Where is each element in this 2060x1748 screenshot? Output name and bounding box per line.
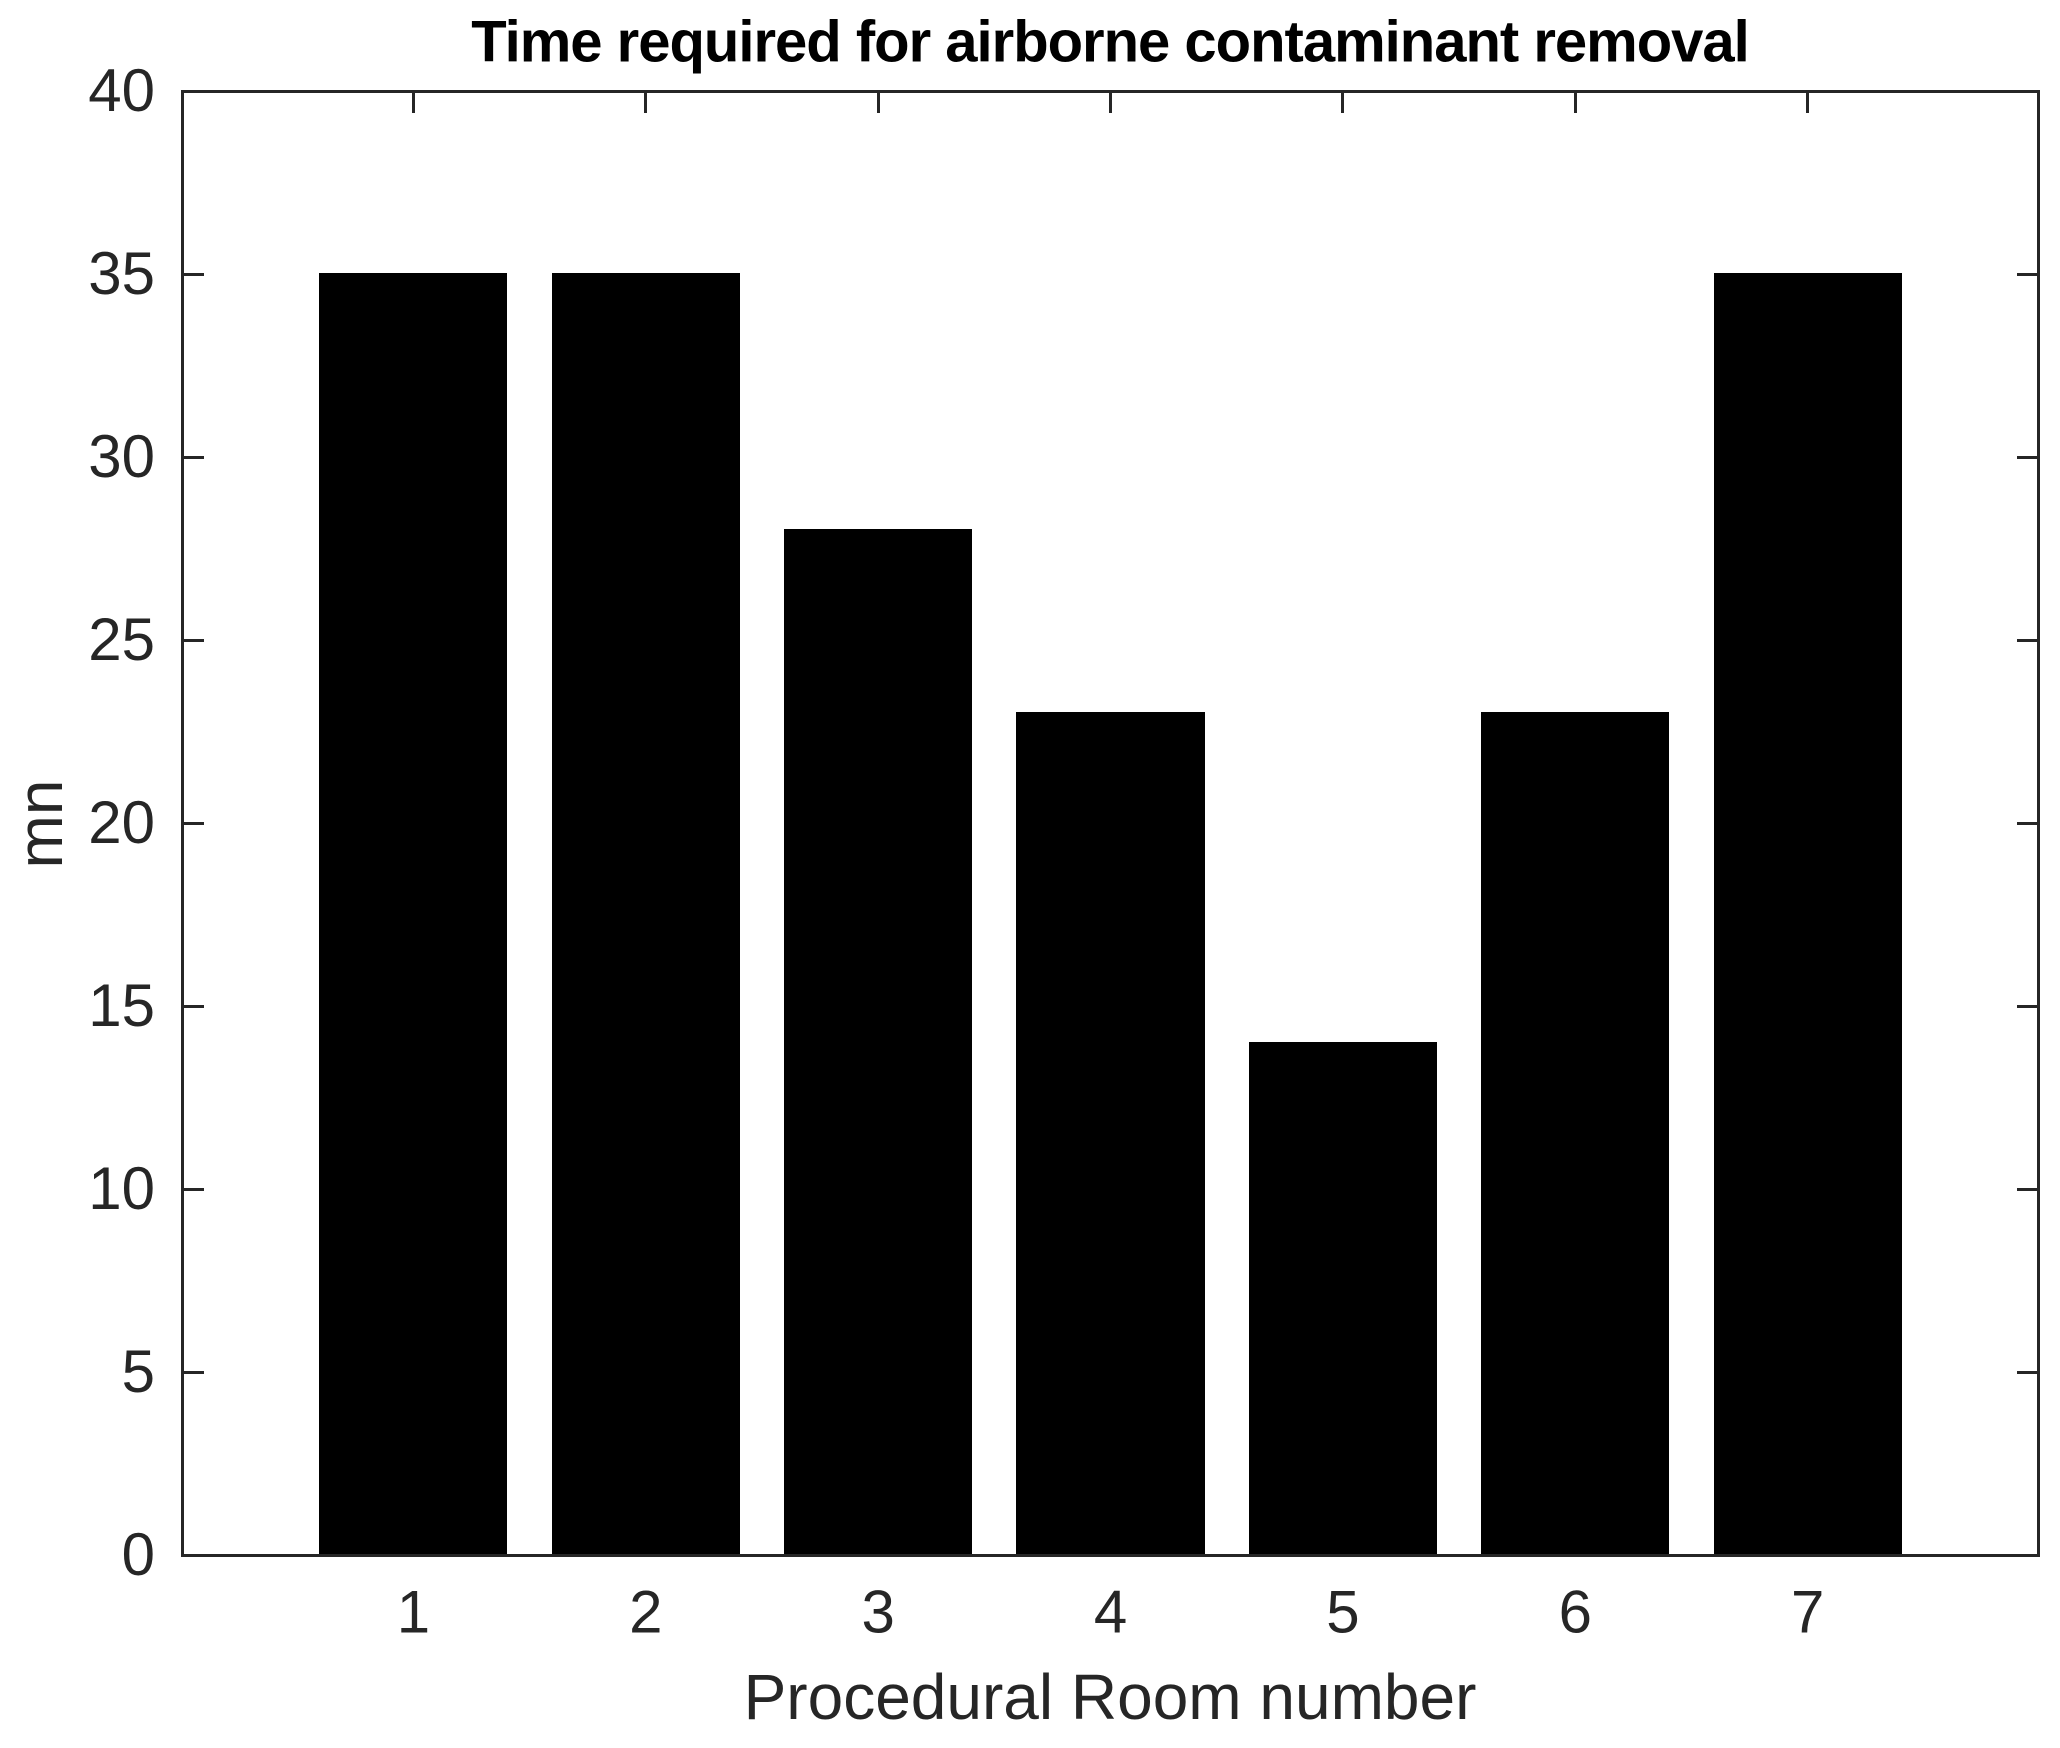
y-tick-label: 25 — [88, 605, 155, 673]
y-tick-mark-right — [2017, 639, 2037, 642]
x-tick-label: 1 — [396, 1578, 431, 1646]
y-tick-mark-right — [2017, 456, 2037, 459]
y-tick-mark-right — [2017, 90, 2037, 93]
x-tick-label: 5 — [1326, 1578, 1360, 1646]
y-tick-mark-left — [184, 1188, 204, 1191]
bar-room-7 — [1713, 273, 1902, 1557]
y-tick-label: 20 — [88, 788, 155, 856]
x-tick-label: 6 — [1558, 1578, 1592, 1646]
y-tick-mark-right — [2017, 822, 2037, 825]
bar-room-3 — [784, 529, 973, 1557]
bar-room-2 — [551, 273, 740, 1557]
x-tick-mark-top — [1341, 93, 1345, 113]
y-tick-mark-left — [184, 1371, 204, 1374]
axis-spine-right — [2037, 90, 2040, 1557]
y-tick-mark-left — [184, 1554, 204, 1557]
x-tick-mark-top — [1109, 93, 1112, 113]
y-tick-mark-right — [2017, 1371, 2037, 1374]
x-tick-mark-top — [1573, 93, 1577, 113]
axis-spine-top — [181, 90, 2040, 93]
y-tick-mark-right — [2017, 273, 2037, 276]
x-tick-label: 2 — [629, 1578, 663, 1646]
x-tick-mark-top — [411, 93, 415, 113]
y-tick-mark-left — [184, 456, 204, 459]
bar-room-6 — [1481, 712, 1670, 1557]
bar-room-5 — [1248, 1041, 1437, 1557]
y-tick-mark-right — [2017, 1005, 2037, 1008]
x-tick-label: 4 — [1093, 1578, 1128, 1646]
y-tick-label: 5 — [121, 1337, 155, 1405]
y-tick-mark-left — [184, 1005, 204, 1008]
y-tick-mark-right — [2017, 1188, 2037, 1191]
y-tick-label: 0 — [121, 1520, 155, 1588]
chart-title: Time required for airborne contaminant r… — [471, 9, 1750, 75]
y-tick-mark-left — [184, 90, 204, 93]
y-tick-mark-left — [184, 822, 204, 825]
y-tick-mark-left — [184, 273, 204, 276]
bar-room-4 — [1016, 712, 1205, 1557]
y-tick-label: 40 — [88, 56, 155, 124]
y-tick-label: 35 — [88, 239, 155, 307]
axis-spine-bottom — [181, 1554, 2040, 1557]
y-tick-label: 15 — [88, 971, 155, 1039]
axis-spine-left — [181, 90, 184, 1557]
y-tick-mark-right — [2017, 1554, 2037, 1557]
x-tick-label: 7 — [1790, 1578, 1825, 1646]
x-axis-label: Procedural Room number — [743, 1661, 1477, 1733]
y-tick-label: 30 — [88, 422, 155, 490]
x-tick-mark-top — [876, 93, 880, 113]
y-tick-mark-left — [184, 639, 204, 642]
y-tick-label: 10 — [88, 1154, 155, 1222]
bar-room-1 — [319, 273, 508, 1557]
x-tick-mark-top — [1806, 93, 1810, 113]
x-tick-mark-top — [644, 93, 648, 113]
x-tick-label: 3 — [861, 1578, 895, 1646]
